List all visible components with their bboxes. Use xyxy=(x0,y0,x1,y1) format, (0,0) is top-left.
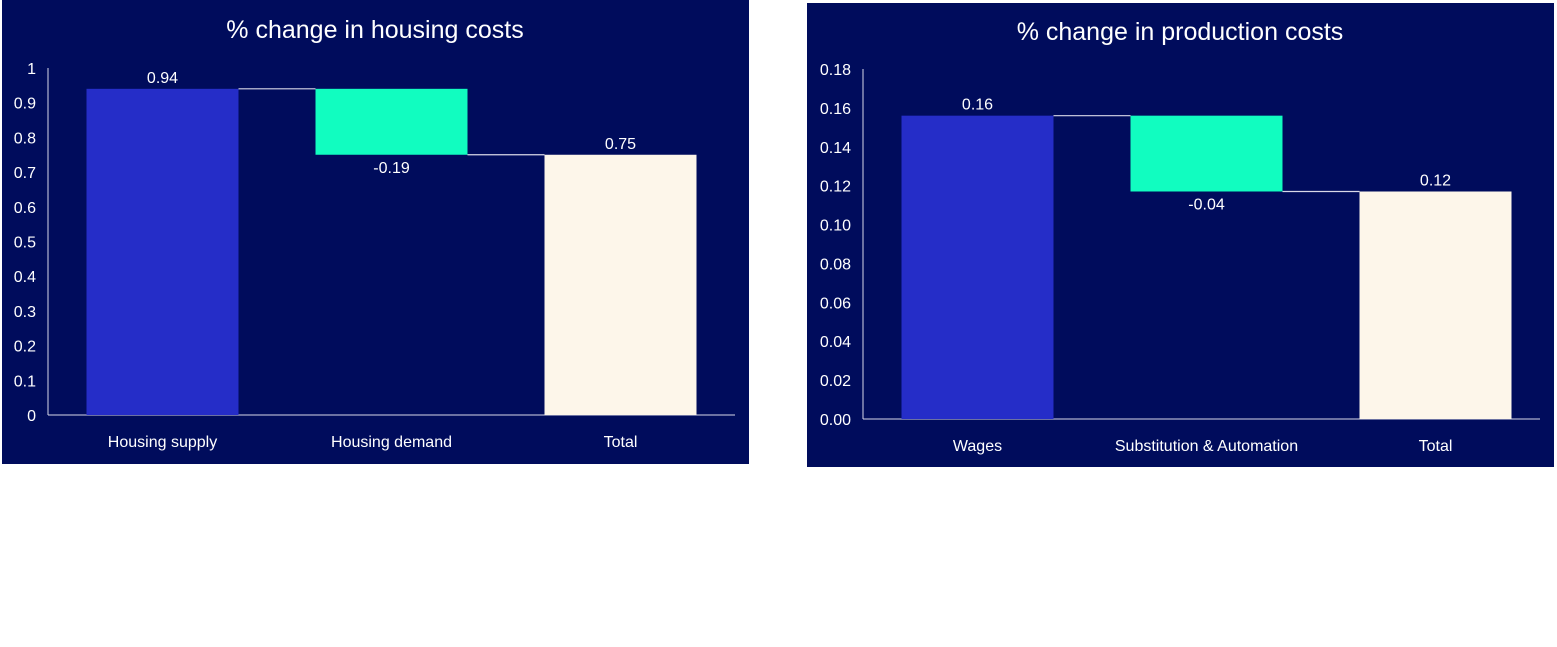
production-costs-chart: % change in production costs 0.00 0.02 0.04… xyxy=(807,3,1554,467)
y-tick-label: 0.10 xyxy=(820,218,851,235)
data-label: 0.12 xyxy=(1420,173,1451,190)
data-label: 0.94 xyxy=(147,70,178,87)
y-tick-label: 0.1 xyxy=(14,373,36,390)
y-tick-label: 0.02 xyxy=(820,373,851,390)
x-category-label: Total xyxy=(604,434,638,451)
y-tick-label: 0.16 xyxy=(820,101,851,118)
y-tick-label: 0.9 xyxy=(14,96,36,113)
y-tick-label: 0.7 xyxy=(14,165,36,182)
y-tick-label: 0.3 xyxy=(14,304,36,321)
x-category-label: Substitution & Automation xyxy=(1115,438,1298,455)
y-tick-label: 0.4 xyxy=(14,269,36,286)
chart-title: % change in production costs xyxy=(1017,18,1344,46)
y-tick-label: 0.5 xyxy=(14,235,36,252)
housing-costs-chart-svg: % change in housing costs 0 0.1 0.2 0.3 0.4 0.… xyxy=(14,16,735,451)
increase-bar xyxy=(86,88,239,415)
chart-title: % change in housing costs xyxy=(226,16,523,44)
y-tick-label: 1 xyxy=(27,61,36,78)
production-costs-chart-svg: % change in production costs 0.00 0.02 0.04… xyxy=(820,18,1540,455)
y-tick-label: 0 xyxy=(27,408,36,425)
data-label: 0.75 xyxy=(605,136,636,153)
decrease-bar xyxy=(1130,115,1283,192)
housing-costs-chart: % change in housing costs 0 0.1 0.2 0.3 0.4 0.… xyxy=(2,0,749,464)
decrease-bar xyxy=(315,88,468,155)
y-tick-label: 0.6 xyxy=(14,200,36,217)
y-tick-label: 0.18 xyxy=(820,62,851,79)
y-tick-label: 0.08 xyxy=(820,256,851,273)
increase-bar xyxy=(901,115,1054,420)
x-category-label: Wages xyxy=(953,438,1002,455)
y-tick-label: 0.04 xyxy=(820,334,851,351)
total-bar xyxy=(544,154,697,415)
y-tick-label: 0.8 xyxy=(14,130,36,147)
y-tick-label: 0.12 xyxy=(820,179,851,196)
data-label: -0.19 xyxy=(373,160,410,177)
x-category-label: Housing supply xyxy=(108,434,217,451)
x-category-label: Housing demand xyxy=(331,434,452,451)
y-tick-label: 0.06 xyxy=(820,295,851,312)
y-tick-label: 0.14 xyxy=(820,140,851,157)
data-label: -0.04 xyxy=(1188,197,1225,214)
x-category-label: Total xyxy=(1419,438,1453,455)
data-label: 0.16 xyxy=(962,97,993,114)
y-tick-label: 0.2 xyxy=(14,339,36,356)
total-bar xyxy=(1359,191,1512,419)
y-tick-label: 0.00 xyxy=(820,412,851,429)
